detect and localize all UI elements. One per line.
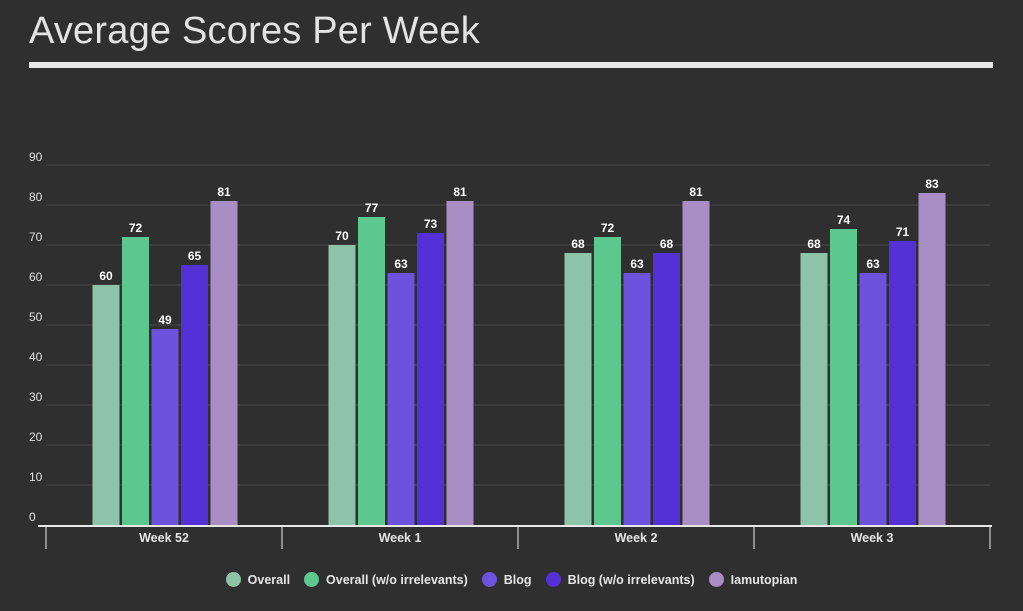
- data-label: 74: [837, 213, 851, 227]
- y-tick-label: 70: [29, 230, 43, 244]
- legend-swatch: [545, 572, 561, 587]
- y-tick-label: 60: [29, 270, 43, 284]
- bar: [594, 237, 621, 525]
- y-tick-label: 20: [29, 430, 43, 444]
- legend-item: Blog: [481, 572, 532, 587]
- bar: [328, 245, 356, 525]
- data-label: 72: [129, 221, 143, 235]
- x-tick-label: Week 1: [379, 531, 422, 545]
- legend-item: Overall: [225, 572, 291, 587]
- y-tick-label: 0: [29, 510, 36, 524]
- x-tick-label: Week 3: [851, 531, 894, 545]
- bar-chart: 0 10 20 30 40 50 60 70 80 90 60 72 49 65 81 Week 52 70 77…: [29, 150, 992, 549]
- data-label: 65: [188, 249, 202, 263]
- data-label: 70: [335, 229, 349, 243]
- legend-label: Iamutopian: [730, 572, 798, 587]
- bar: [358, 217, 385, 525]
- bar: [446, 201, 474, 525]
- legend-item: Overall (w/o irrelevants): [304, 572, 468, 587]
- x-tick-label: Week 2: [615, 531, 658, 545]
- y-tick-label: 10: [29, 470, 43, 484]
- data-label: 68: [807, 237, 821, 251]
- chart-legend: Overall Overall (w/o irrelevants) Blog Blog…: [0, 572, 1023, 587]
- y-tick-label: 50: [29, 310, 43, 324]
- bar: [417, 233, 444, 525]
- y-tick-label: 90: [29, 150, 43, 164]
- bar: [181, 265, 208, 525]
- x-tick-label: Week 52: [139, 531, 189, 545]
- title-underline: [29, 62, 993, 68]
- bar: [151, 329, 179, 525]
- data-label: 63: [394, 257, 408, 271]
- data-label: 73: [424, 217, 438, 231]
- bar: [653, 253, 680, 525]
- bar: [564, 253, 592, 525]
- bar: [623, 273, 651, 525]
- legend-swatch: [708, 572, 724, 587]
- data-label: 68: [660, 237, 674, 251]
- data-label: 81: [689, 185, 703, 199]
- data-label: 71: [896, 225, 910, 239]
- legend-swatch: [481, 572, 497, 587]
- data-label: 81: [453, 185, 467, 199]
- chart-title: Average Scores Per Week: [29, 10, 480, 52]
- y-tick-label: 30: [29, 390, 43, 404]
- data-label: 60: [99, 269, 113, 283]
- bar: [889, 241, 916, 525]
- legend-item: Blog (w/o irrelevants): [545, 572, 695, 587]
- legend-item: Iamutopian: [708, 572, 798, 587]
- bar: [210, 201, 238, 525]
- legend-swatch: [304, 572, 320, 587]
- bar: [830, 229, 857, 525]
- bar: [800, 253, 828, 525]
- data-label: 63: [866, 257, 880, 271]
- legend-label: Overall (w/o irrelevants): [326, 572, 468, 587]
- bar: [859, 273, 887, 525]
- y-tick-label: 80: [29, 190, 43, 204]
- data-label: 68: [571, 237, 585, 251]
- data-label: 77: [365, 201, 379, 215]
- bar: [387, 273, 415, 525]
- bar: [122, 237, 149, 525]
- bar: [918, 193, 946, 525]
- data-label: 81: [217, 185, 231, 199]
- legend-label: Blog (w/o irrelevants): [567, 572, 695, 587]
- y-tick-label: 40: [29, 350, 43, 364]
- data-label: 72: [601, 221, 615, 235]
- bar: [682, 201, 710, 525]
- legend-label: Blog: [503, 572, 532, 587]
- legend-label: Overall: [247, 572, 291, 587]
- data-label: 63: [630, 257, 644, 271]
- data-label: 83: [925, 177, 939, 191]
- bar: [92, 285, 120, 525]
- legend-swatch: [225, 572, 241, 587]
- data-label: 49: [158, 313, 172, 327]
